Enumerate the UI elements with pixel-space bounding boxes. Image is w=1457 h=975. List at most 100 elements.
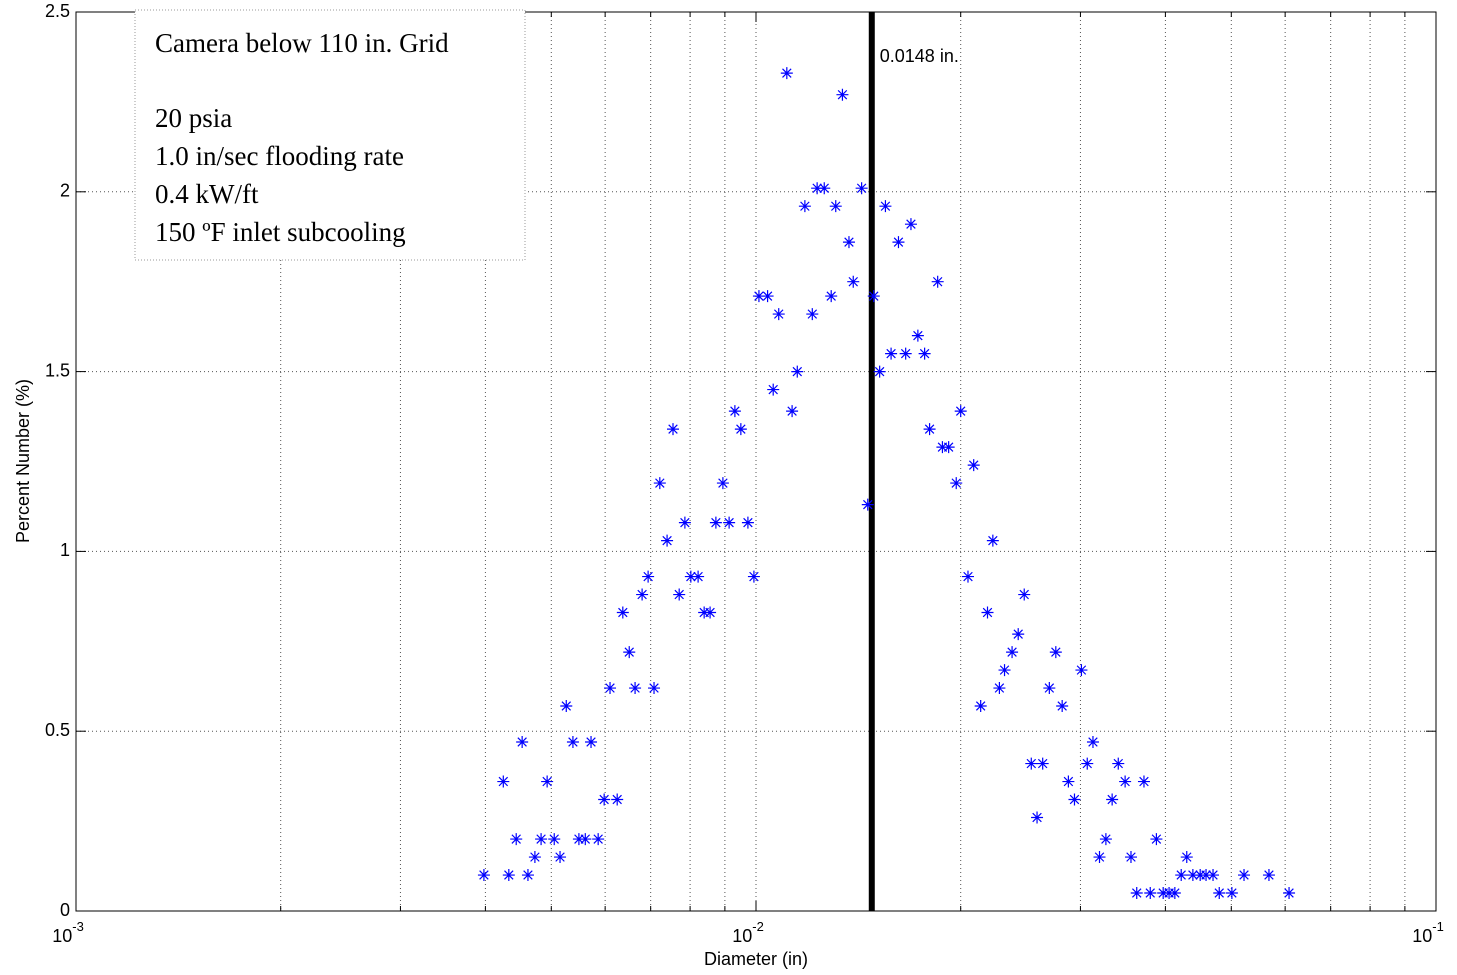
marker — [873, 365, 886, 378]
text-box-line: 20 psia — [155, 103, 232, 133]
marker — [661, 534, 674, 547]
marker — [1056, 700, 1069, 713]
x-tick-base: 10 — [732, 926, 752, 946]
marker — [811, 182, 824, 195]
marker — [904, 218, 917, 231]
marker — [1043, 682, 1056, 695]
marker — [554, 851, 567, 864]
marker — [761, 290, 774, 303]
marker — [497, 775, 510, 788]
marker — [791, 365, 804, 378]
text-box-line: 1.0 in/sec flooding rate — [155, 141, 404, 171]
x-axis-label: Diameter (in) — [704, 949, 808, 969]
marker — [829, 200, 842, 213]
marker — [611, 793, 624, 806]
marker — [560, 700, 573, 713]
marker — [510, 833, 523, 846]
marker — [867, 290, 880, 303]
marker — [1036, 757, 1049, 770]
marker — [734, 423, 747, 436]
marker — [1093, 851, 1106, 864]
marker — [667, 423, 680, 436]
marker — [998, 664, 1011, 677]
y-tick-label: 2 — [60, 181, 70, 201]
marker — [767, 383, 780, 396]
marker — [572, 833, 585, 846]
marker — [752, 290, 765, 303]
marker — [942, 441, 955, 454]
marker — [1062, 775, 1075, 788]
marker — [911, 329, 924, 342]
plot-frame — [75, 11, 1437, 912]
marker — [684, 570, 697, 583]
y-tick-label: 0 — [60, 900, 70, 920]
y-tick-label: 2.5 — [45, 1, 70, 21]
marker — [967, 459, 980, 472]
x-tick-label: 10-1 — [1412, 919, 1444, 945]
x-tick-label: 10-2 — [732, 919, 764, 945]
marker — [786, 405, 799, 418]
marker — [806, 308, 819, 321]
marker — [1086, 735, 1099, 748]
marker — [885, 347, 898, 360]
marker — [1006, 646, 1019, 659]
marker — [918, 347, 931, 360]
marker — [616, 606, 629, 619]
marker — [541, 775, 554, 788]
marker — [836, 88, 849, 101]
marker — [585, 735, 598, 748]
marker — [1106, 793, 1119, 806]
marker — [592, 833, 605, 846]
marker — [780, 67, 793, 80]
marker — [678, 516, 691, 529]
x-tick-label: 10-3 — [52, 919, 84, 945]
marker — [1119, 775, 1132, 788]
x-tick-exponent: -1 — [1432, 919, 1444, 934]
text-box-line: 150 ºF inlet subcooling — [155, 217, 406, 247]
marker — [861, 498, 874, 511]
marker — [1180, 851, 1193, 864]
marker — [629, 682, 642, 695]
marker — [747, 570, 760, 583]
y-tick-label: 1.5 — [45, 360, 70, 380]
reference-label: 0.0148 in. — [880, 46, 959, 66]
marker — [548, 833, 561, 846]
marker — [993, 682, 1006, 695]
marker — [1130, 887, 1143, 900]
marker — [728, 405, 741, 418]
marker — [879, 200, 892, 213]
marker — [1025, 757, 1038, 770]
marker — [961, 570, 974, 583]
marker — [899, 347, 912, 360]
marker — [1168, 887, 1181, 900]
marker — [516, 735, 529, 748]
marker — [931, 275, 944, 288]
text-box-title: Camera below 110 in. Grid — [155, 28, 449, 58]
marker — [653, 477, 666, 490]
y-axis-label: Percent Number (%) — [13, 379, 33, 543]
marker — [579, 833, 592, 846]
marker — [648, 682, 661, 695]
marker — [521, 869, 534, 882]
x-tick-exponent: -3 — [72, 919, 84, 934]
marker — [636, 588, 649, 601]
marker — [673, 588, 686, 601]
marker — [1081, 757, 1094, 770]
marker — [566, 735, 579, 748]
marker — [892, 236, 905, 249]
marker — [1012, 628, 1025, 641]
marker — [528, 851, 541, 864]
marker — [692, 570, 705, 583]
marker — [1186, 869, 1199, 882]
marker — [1018, 588, 1031, 601]
marker — [936, 441, 949, 454]
marker — [598, 793, 611, 806]
marker — [1068, 793, 1081, 806]
marker — [1049, 646, 1062, 659]
marker — [716, 477, 729, 490]
marker — [1112, 757, 1125, 770]
x-tick-exponent: -2 — [752, 919, 764, 934]
marker — [477, 869, 490, 882]
marker — [535, 833, 548, 846]
